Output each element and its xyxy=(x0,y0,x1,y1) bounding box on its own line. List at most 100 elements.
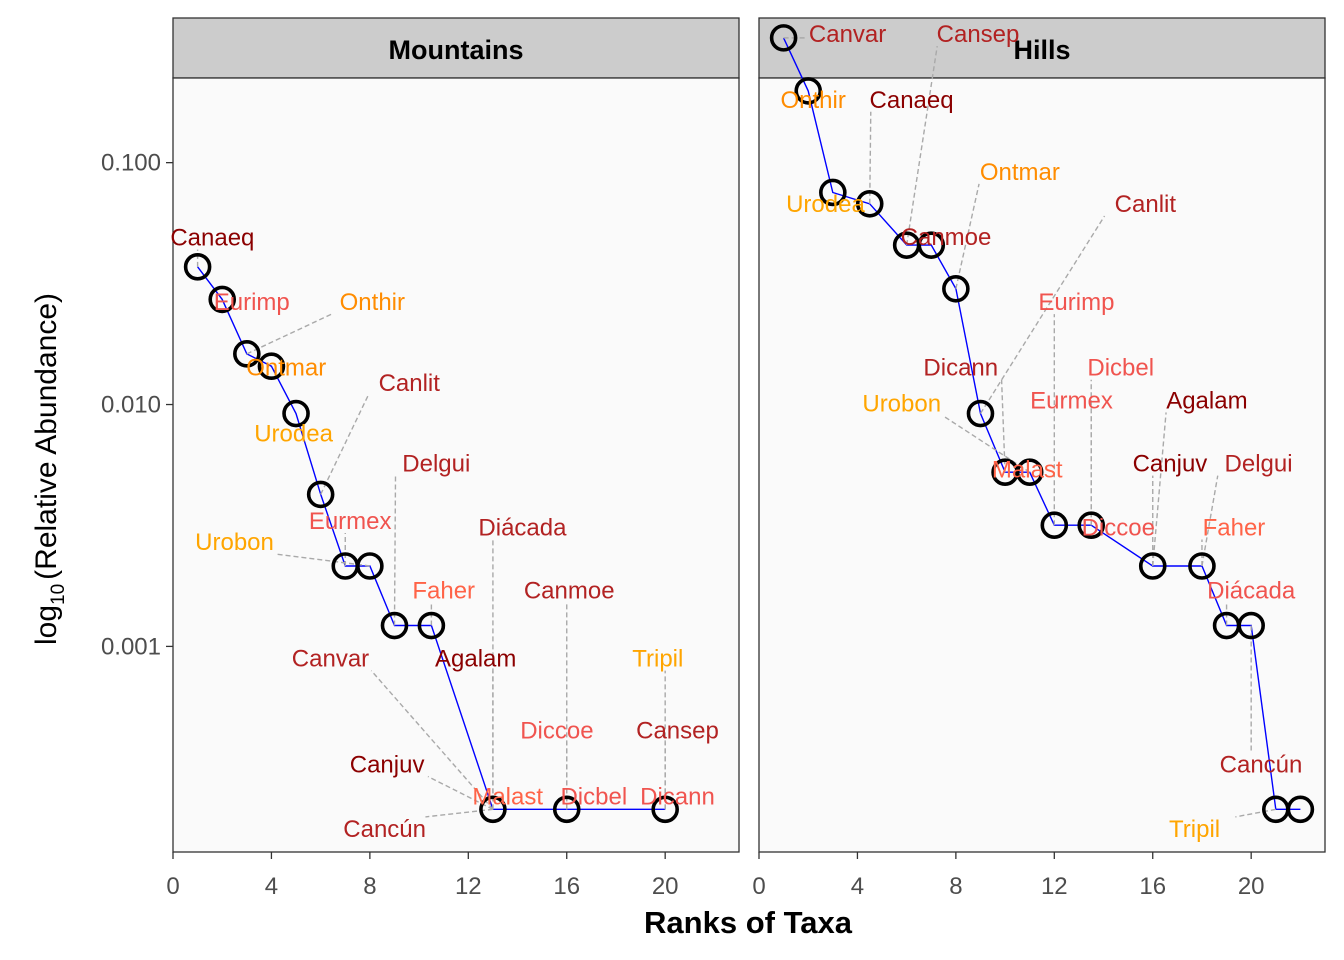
taxon-label: Diccoe xyxy=(520,717,593,744)
taxon-label: Ontmar xyxy=(246,355,326,382)
x-tick-label: 8 xyxy=(949,873,962,900)
data-point xyxy=(966,399,995,428)
y-axis-title: log10 (Relative Abundance) xyxy=(30,293,69,645)
taxon-label: Delgui xyxy=(402,451,470,478)
taxon-label: Faher xyxy=(412,578,475,605)
data-point xyxy=(819,178,847,207)
panel-mountains: Mountains 0 4 8 12 16 20 0.100 0.010 0.001 Canaeq E… xyxy=(101,17,740,900)
data-point xyxy=(917,231,946,259)
data-point xyxy=(208,285,237,314)
x-tick-label: 8 xyxy=(363,873,376,900)
x-tick-label: 4 xyxy=(851,873,864,900)
taxon-label: Cancún xyxy=(1220,751,1303,778)
data-point xyxy=(552,795,581,824)
data-point xyxy=(769,24,798,52)
x-tick-label: 20 xyxy=(652,873,679,900)
taxon-label: Canlit xyxy=(1115,191,1177,218)
taxon-label: Canaeq xyxy=(870,87,954,114)
facet-title: Mountains xyxy=(389,35,524,65)
taxon-label: Delgui xyxy=(1225,451,1293,478)
taxon-label: Malast xyxy=(472,783,543,810)
taxon-label: Urodea xyxy=(254,420,333,447)
taxon-label: Malast xyxy=(992,456,1063,483)
data-point xyxy=(794,77,823,105)
taxon-label: Canvar xyxy=(809,21,886,48)
data-point xyxy=(651,795,679,824)
taxon-label: Urodea xyxy=(786,191,865,218)
label-leader-line xyxy=(320,394,370,495)
data-point xyxy=(855,189,884,218)
taxon-label: Eurimp xyxy=(1038,289,1114,316)
data-point xyxy=(1015,458,1044,487)
label-leader-line xyxy=(955,183,980,289)
taxon-label: Canjuv xyxy=(1133,451,1208,478)
data-point xyxy=(380,611,409,640)
y-axis-title-subscript: 10 xyxy=(48,584,69,605)
data-point xyxy=(183,253,212,281)
taxon-label: Dicann xyxy=(640,783,715,810)
label-leader-line xyxy=(979,215,1106,414)
taxon-label: Dicbel xyxy=(1087,355,1154,382)
panel-hills: Hills 0 4 8 12 16 20 Canvar Onthir Urodea Canaeq Ca… xyxy=(752,17,1326,900)
y-tick-label: 0.010 xyxy=(101,392,161,419)
panel-background xyxy=(172,77,740,853)
x-tick-label: 4 xyxy=(265,873,278,900)
taxon-label: Tripil xyxy=(632,646,683,673)
taxon-label: Cancún xyxy=(343,816,426,843)
taxon-label: Cansep xyxy=(636,717,719,744)
label-leader-line xyxy=(370,670,494,810)
data-point xyxy=(479,795,507,824)
y-tick-label: 0.100 xyxy=(101,150,161,177)
data-point xyxy=(282,399,310,428)
label-leader-line xyxy=(869,111,872,204)
taxon-label: Cansep xyxy=(937,21,1020,48)
y-axis-title-suffix: (Relative Abundance) xyxy=(30,293,63,580)
data-point xyxy=(1237,611,1265,640)
taxon-label: Onthir xyxy=(780,87,845,114)
data-point xyxy=(1138,552,1167,580)
taxon-label: Diccoe xyxy=(1082,515,1155,542)
x-tick-label: 0 xyxy=(752,873,765,900)
taxon-label: Tripil xyxy=(1169,816,1220,843)
facet-strip xyxy=(758,17,1326,79)
data-point xyxy=(233,340,261,368)
taxon-label: Canjuv xyxy=(350,751,425,778)
taxon-label: Agalam xyxy=(1166,387,1247,414)
label-leader-line xyxy=(905,45,938,246)
taxon-label: Onthir xyxy=(340,289,405,316)
taxon-label: Diácada xyxy=(1207,578,1296,605)
taxon-label: Eurmex xyxy=(309,508,392,535)
taxon-label: Urobon xyxy=(195,529,274,556)
label-leader-line xyxy=(942,414,1031,473)
data-point xyxy=(1077,511,1106,540)
taxon-label: Urobon xyxy=(862,390,941,417)
x-tick-label: 20 xyxy=(1238,873,1265,900)
data-point xyxy=(257,352,286,381)
panels-layer: Mountains 0 4 8 12 16 20 0.100 0.010 0.001 Canaeq E… xyxy=(101,17,1326,900)
taxon-label: Canlit xyxy=(379,370,441,397)
taxon-label: Canaeq xyxy=(170,225,254,252)
taxon-label: Agalam xyxy=(435,646,516,673)
data-point xyxy=(356,552,384,580)
data-point xyxy=(1286,795,1315,824)
x-tick-label: 16 xyxy=(553,873,580,900)
x-axis-title: Ranks of Taxa xyxy=(644,905,853,940)
taxon-label: Eurimp xyxy=(214,289,290,316)
data-point xyxy=(417,611,446,640)
taxon-label: Canmoe xyxy=(524,578,615,605)
taxon-label: Dicann xyxy=(923,355,998,382)
x-tick-label: 0 xyxy=(166,873,179,900)
x-tick-label: 12 xyxy=(455,873,482,900)
taxon-label: Eurmex xyxy=(1030,387,1113,414)
y-tick-label: 0.001 xyxy=(101,633,161,660)
label-leader-line xyxy=(1152,412,1167,567)
panel-background xyxy=(758,77,1326,853)
label-leader-line xyxy=(393,475,397,626)
x-tick-label: 12 xyxy=(1041,873,1068,900)
label-leader-line xyxy=(1201,475,1219,567)
taxon-label: Faher xyxy=(1203,515,1266,542)
x-tick-label: 16 xyxy=(1139,873,1166,900)
data-point xyxy=(1188,552,1216,580)
facet-strip xyxy=(172,17,740,79)
